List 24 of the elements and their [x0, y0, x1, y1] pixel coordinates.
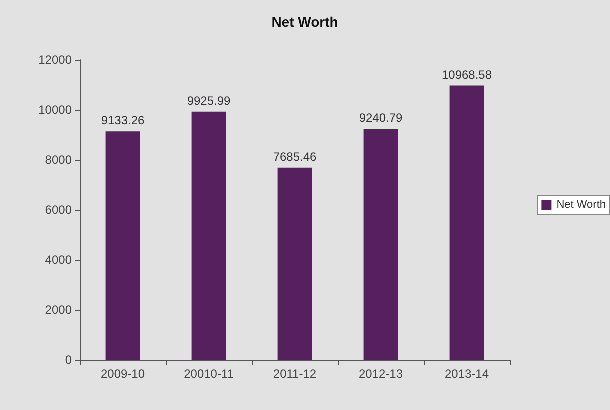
y-tick-label: 4000 — [45, 253, 72, 267]
x-tick-label: 2011-12 — [273, 367, 317, 381]
y-tick-label: 0 — [65, 353, 72, 367]
y-tick-label: 10000 — [38, 103, 72, 117]
bar — [278, 168, 312, 360]
x-tick-label: 2012-13 — [358, 367, 404, 381]
y-tick-label: 8000 — [45, 153, 72, 167]
bar — [364, 128, 398, 360]
y-tick-label: 6000 — [45, 203, 72, 217]
x-tick-label: 20010-11 — [184, 367, 234, 381]
data-label: 7685.46 — [273, 150, 318, 164]
data-label: 9133.26 — [101, 114, 146, 128]
data-label: 9240.79 — [359, 110, 404, 125]
x-tick-label: 2009-10 — [100, 367, 146, 381]
data-label: 10968.58 — [442, 68, 492, 82]
x-tick-label: 2013-14 — [444, 367, 490, 381]
bar — [106, 132, 140, 360]
y-tick-label: 12000 — [38, 53, 72, 67]
legend-label: Net Worth — [556, 199, 606, 211]
bar — [450, 86, 484, 360]
y-tick-label: 2000 — [45, 303, 72, 317]
chart-title: Net Worth — [272, 14, 338, 30]
bar — [192, 112, 226, 360]
data-label: 9925.99 — [187, 94, 232, 108]
